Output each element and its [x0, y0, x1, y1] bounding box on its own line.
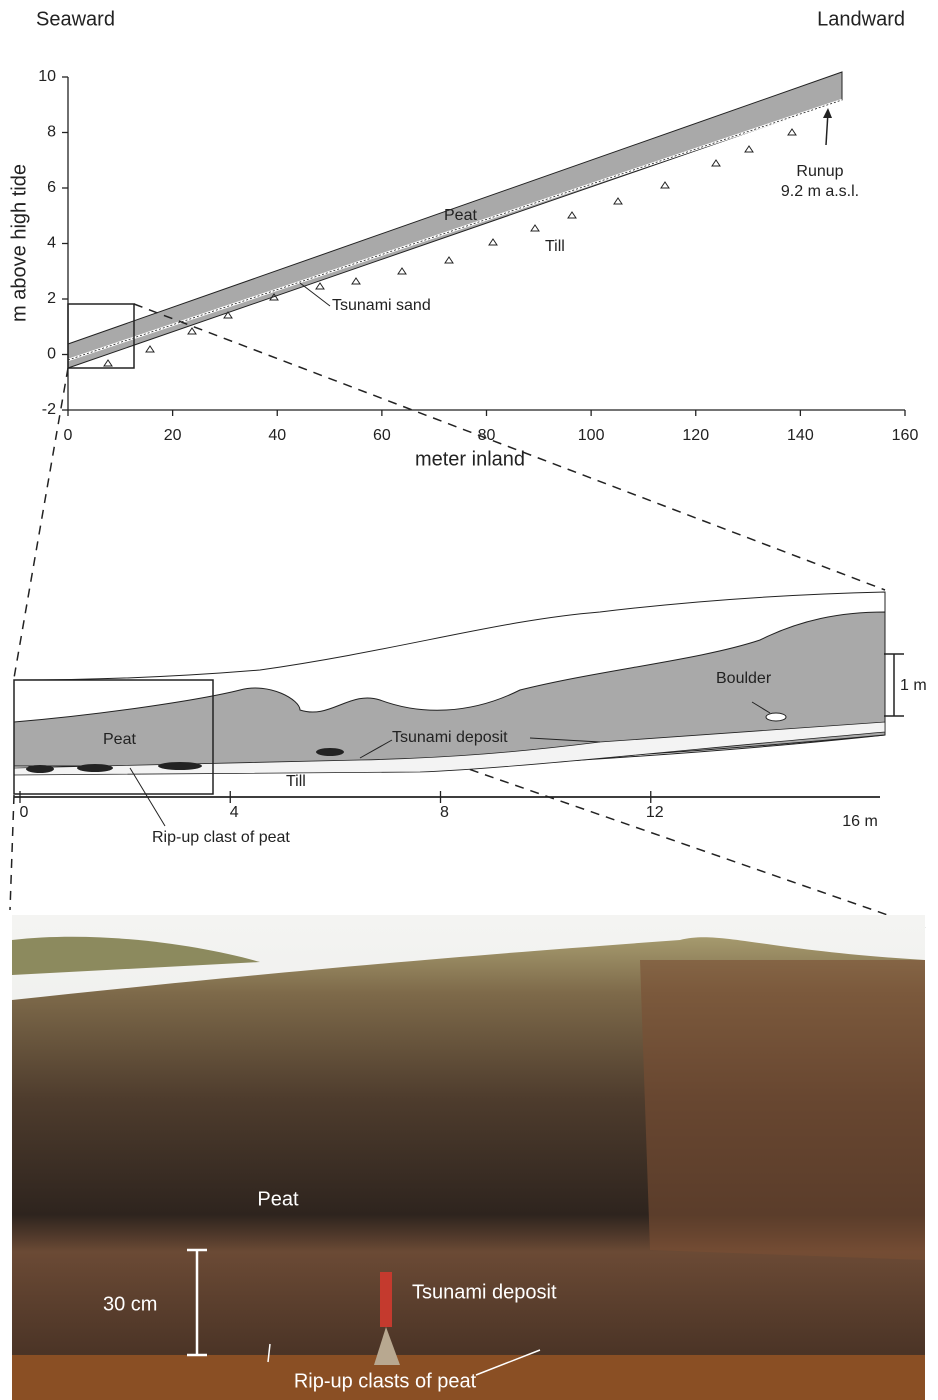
photo-peat-label: Peat [257, 1188, 299, 1210]
section-peat-label: Peat [103, 731, 136, 748]
section-tick-label: 0 [20, 804, 29, 821]
y-tick-label: 2 [47, 290, 56, 307]
runup-height: 9.2 m a.s.l. [781, 183, 859, 200]
figure: Seaward Landward Peat Till Tsunami sand … [0, 0, 938, 1400]
thickness-label: 30 cm [103, 1293, 157, 1315]
peat-label: Peat [444, 207, 477, 224]
y-tick-label: 8 [47, 124, 56, 141]
section-deposit-label: Tsunami deposit [392, 729, 508, 746]
till-label: Till [545, 238, 565, 255]
photo [12, 915, 925, 1400]
landward-label: Landward [817, 8, 905, 30]
runup-label: Runup [796, 163, 843, 180]
x-tick-label: 40 [268, 427, 286, 444]
y-axis-label: m above high tide [8, 164, 30, 322]
photo-deposit-label: Tsunami deposit [412, 1281, 557, 1303]
section-end-label: 16 m [842, 813, 878, 830]
scale-bar-label: 1 m [900, 677, 927, 694]
sand-label: Tsunami sand [332, 297, 431, 314]
y-tick-label: 6 [47, 179, 56, 196]
x-tick-label: 140 [787, 427, 814, 444]
clast-label: Rip-up clast of peat [152, 829, 290, 846]
photo-clast-label: Rip-up clasts of peat [294, 1370, 477, 1392]
page: {"header":{"left":"Seaward","right":"Lan… [0, 0, 938, 1400]
x-tick-label: 20 [164, 427, 182, 444]
y-tick-label: 10 [38, 68, 56, 85]
till-clasts [104, 129, 796, 366]
x-tick-label: 60 [373, 427, 391, 444]
section-tick-label: 8 [440, 804, 449, 821]
x-axis-label: meter inland [415, 448, 525, 470]
section-till-label: Till [286, 773, 306, 790]
boulder [766, 713, 786, 721]
x-tick-label: 120 [682, 427, 709, 444]
y-tick-label: 0 [47, 346, 56, 363]
x-tick-label: 100 [578, 427, 605, 444]
y-tick-label: 4 [47, 235, 56, 252]
x-tick-label: 80 [478, 427, 496, 444]
y-tick-label: -2 [42, 401, 56, 418]
seaward-label: Seaward [36, 8, 115, 30]
runup-arrowhead [823, 108, 832, 118]
section-tick-label: 4 [230, 804, 239, 821]
x-tick-label: 160 [892, 427, 919, 444]
section-tick-label: 12 [646, 804, 664, 821]
sand-leader [300, 283, 330, 306]
x-tick-label: 0 [64, 427, 73, 444]
boulder-label: Boulder [716, 670, 772, 687]
